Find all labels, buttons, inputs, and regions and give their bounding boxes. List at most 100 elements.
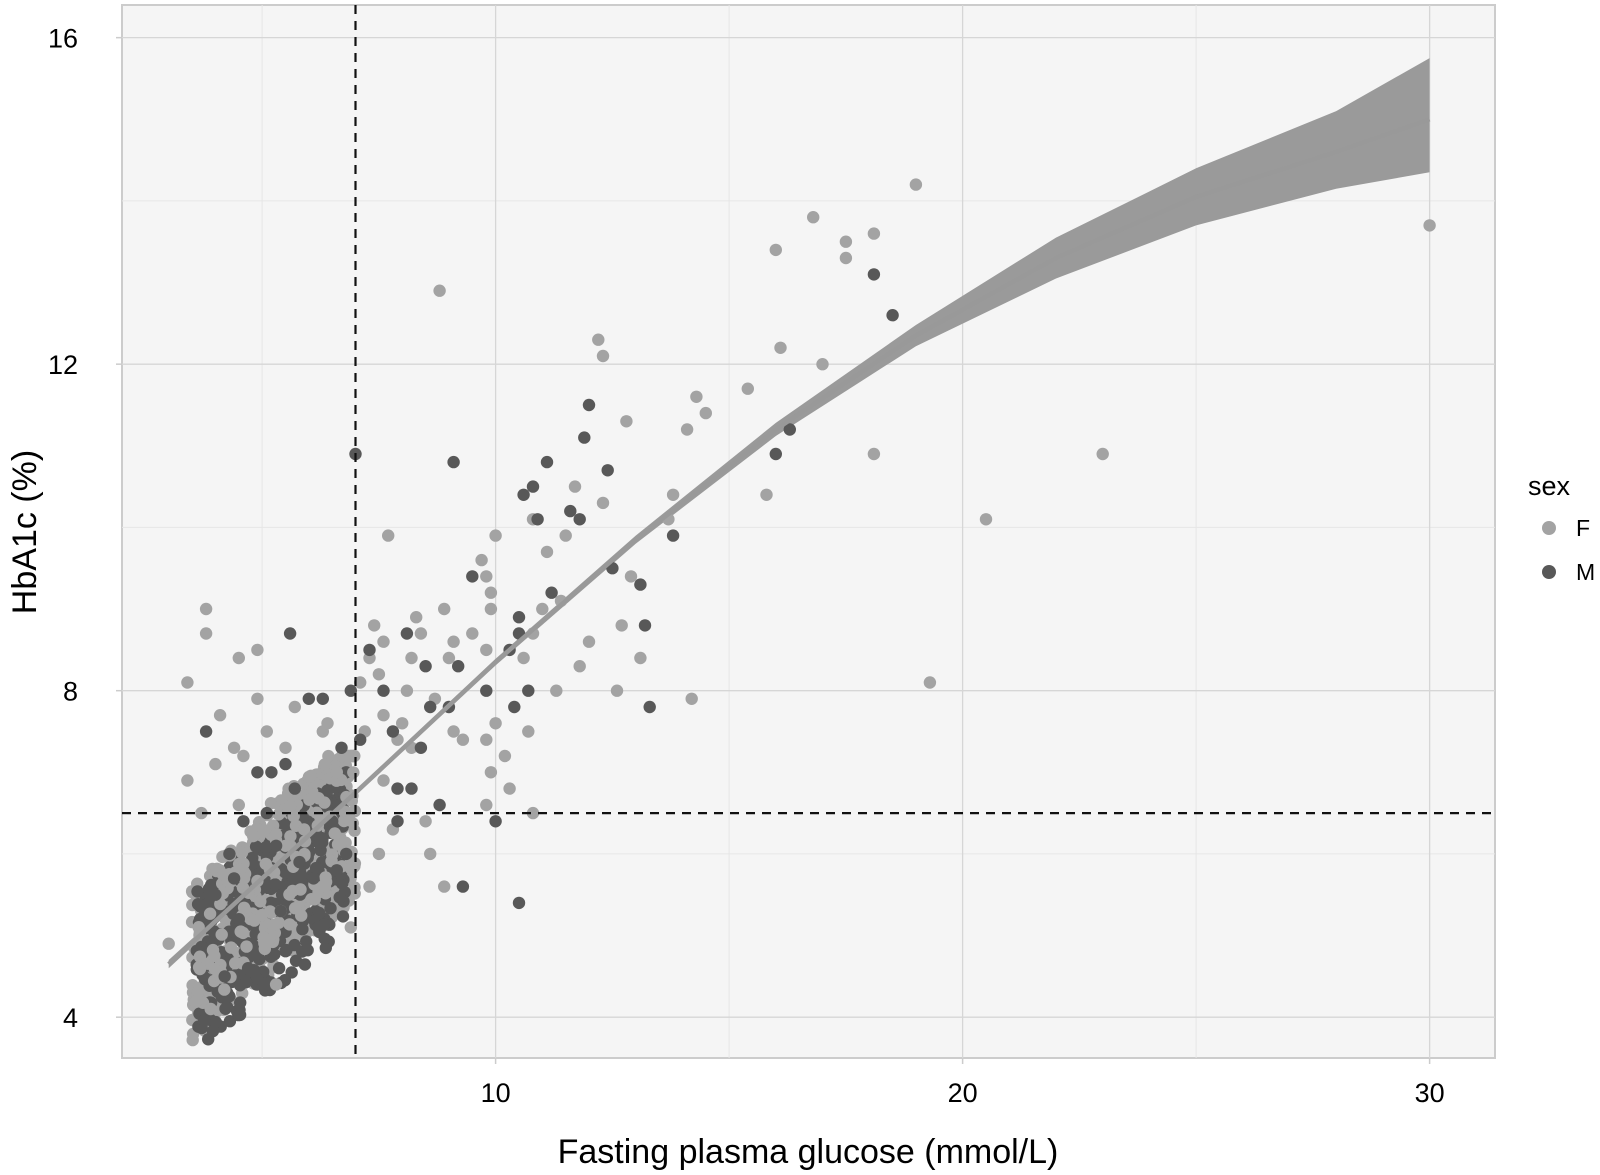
point-m xyxy=(205,878,218,892)
point-f xyxy=(344,749,357,763)
point-f xyxy=(438,602,451,616)
point-f xyxy=(284,800,297,813)
point-f xyxy=(396,717,409,730)
point-f xyxy=(442,651,456,665)
point-m xyxy=(274,904,287,918)
point-f xyxy=(269,978,283,991)
point-f xyxy=(224,941,238,954)
point-f xyxy=(260,725,273,738)
point-m xyxy=(237,815,250,828)
y-tick-label: 4 xyxy=(63,1003,78,1033)
point-m xyxy=(293,855,306,869)
point-m xyxy=(279,757,292,771)
point-f xyxy=(214,897,227,911)
point-f xyxy=(354,676,367,689)
point-f xyxy=(237,872,251,885)
point-m xyxy=(466,570,479,583)
point-m xyxy=(336,910,350,923)
point-m xyxy=(199,725,213,738)
point-m xyxy=(522,684,535,697)
point-m xyxy=(452,660,465,673)
point-f xyxy=(419,815,432,828)
point-f xyxy=(489,717,502,730)
point-f xyxy=(232,798,245,812)
point-f xyxy=(236,926,250,940)
point-f xyxy=(347,766,360,779)
point-m xyxy=(634,578,647,591)
legend-key-m xyxy=(1542,565,1556,579)
point-m xyxy=(246,857,260,870)
point-m xyxy=(354,733,367,746)
point-m xyxy=(526,480,540,493)
y-axis-ticks: 4 8 12 16 xyxy=(48,24,122,1033)
point-f xyxy=(433,284,446,297)
y-axis-title: HbA1c (%) xyxy=(6,450,44,614)
confidence-band xyxy=(168,58,1430,969)
point-f xyxy=(363,880,376,893)
point-f xyxy=(484,586,498,599)
point-f xyxy=(568,480,582,493)
point-m xyxy=(288,938,301,952)
point-f xyxy=(377,774,390,787)
point-f xyxy=(909,178,923,191)
point-f xyxy=(424,847,437,861)
point-m xyxy=(249,840,263,853)
fit-line xyxy=(167,117,1431,966)
point-f xyxy=(319,871,332,884)
point-f xyxy=(235,846,249,859)
point-f xyxy=(255,908,269,922)
point-f xyxy=(382,529,395,542)
point-f xyxy=(690,390,703,403)
point-f xyxy=(624,570,638,583)
x-tick-label: 20 xyxy=(948,1078,978,1108)
point-m xyxy=(512,611,526,624)
point-f xyxy=(229,957,242,970)
point-f xyxy=(266,918,279,932)
point-m xyxy=(191,885,204,898)
point-m xyxy=(239,976,253,989)
point-m xyxy=(456,880,470,893)
point-m xyxy=(223,847,236,861)
point-f xyxy=(247,829,260,843)
point-m xyxy=(307,872,320,885)
point-f xyxy=(264,797,278,810)
point-f xyxy=(288,902,302,915)
point-m xyxy=(517,488,530,501)
point-f xyxy=(540,545,554,559)
point-f xyxy=(536,602,549,616)
point-f xyxy=(257,931,270,944)
point-m xyxy=(340,847,353,861)
point-f xyxy=(237,901,251,914)
point-m xyxy=(344,684,357,697)
point-f xyxy=(839,235,853,248)
point-f xyxy=(475,553,488,567)
point-f xyxy=(251,692,264,705)
point-f xyxy=(769,243,782,257)
point-f xyxy=(204,1002,217,1016)
point-f xyxy=(288,700,301,714)
point-m xyxy=(288,782,301,795)
point-f xyxy=(610,684,624,697)
point-f xyxy=(240,940,253,953)
point-f xyxy=(526,806,540,820)
point-f xyxy=(308,893,321,906)
point-f xyxy=(259,857,272,871)
point-f xyxy=(284,830,297,843)
point-m xyxy=(265,766,278,779)
point-f xyxy=(208,962,222,976)
point-m xyxy=(601,464,614,477)
point-f xyxy=(377,635,390,648)
point-m xyxy=(333,891,346,904)
point-f xyxy=(218,983,231,996)
point-m xyxy=(301,944,314,957)
point-f xyxy=(190,994,203,1008)
point-f xyxy=(480,733,493,746)
point-m xyxy=(666,529,680,542)
point-m xyxy=(489,815,502,828)
confidence-band-area xyxy=(168,58,1430,969)
legend-label-f: F xyxy=(1576,515,1590,541)
y-tick-label: 8 xyxy=(63,677,78,707)
point-f xyxy=(774,341,787,354)
point-m xyxy=(512,896,526,910)
